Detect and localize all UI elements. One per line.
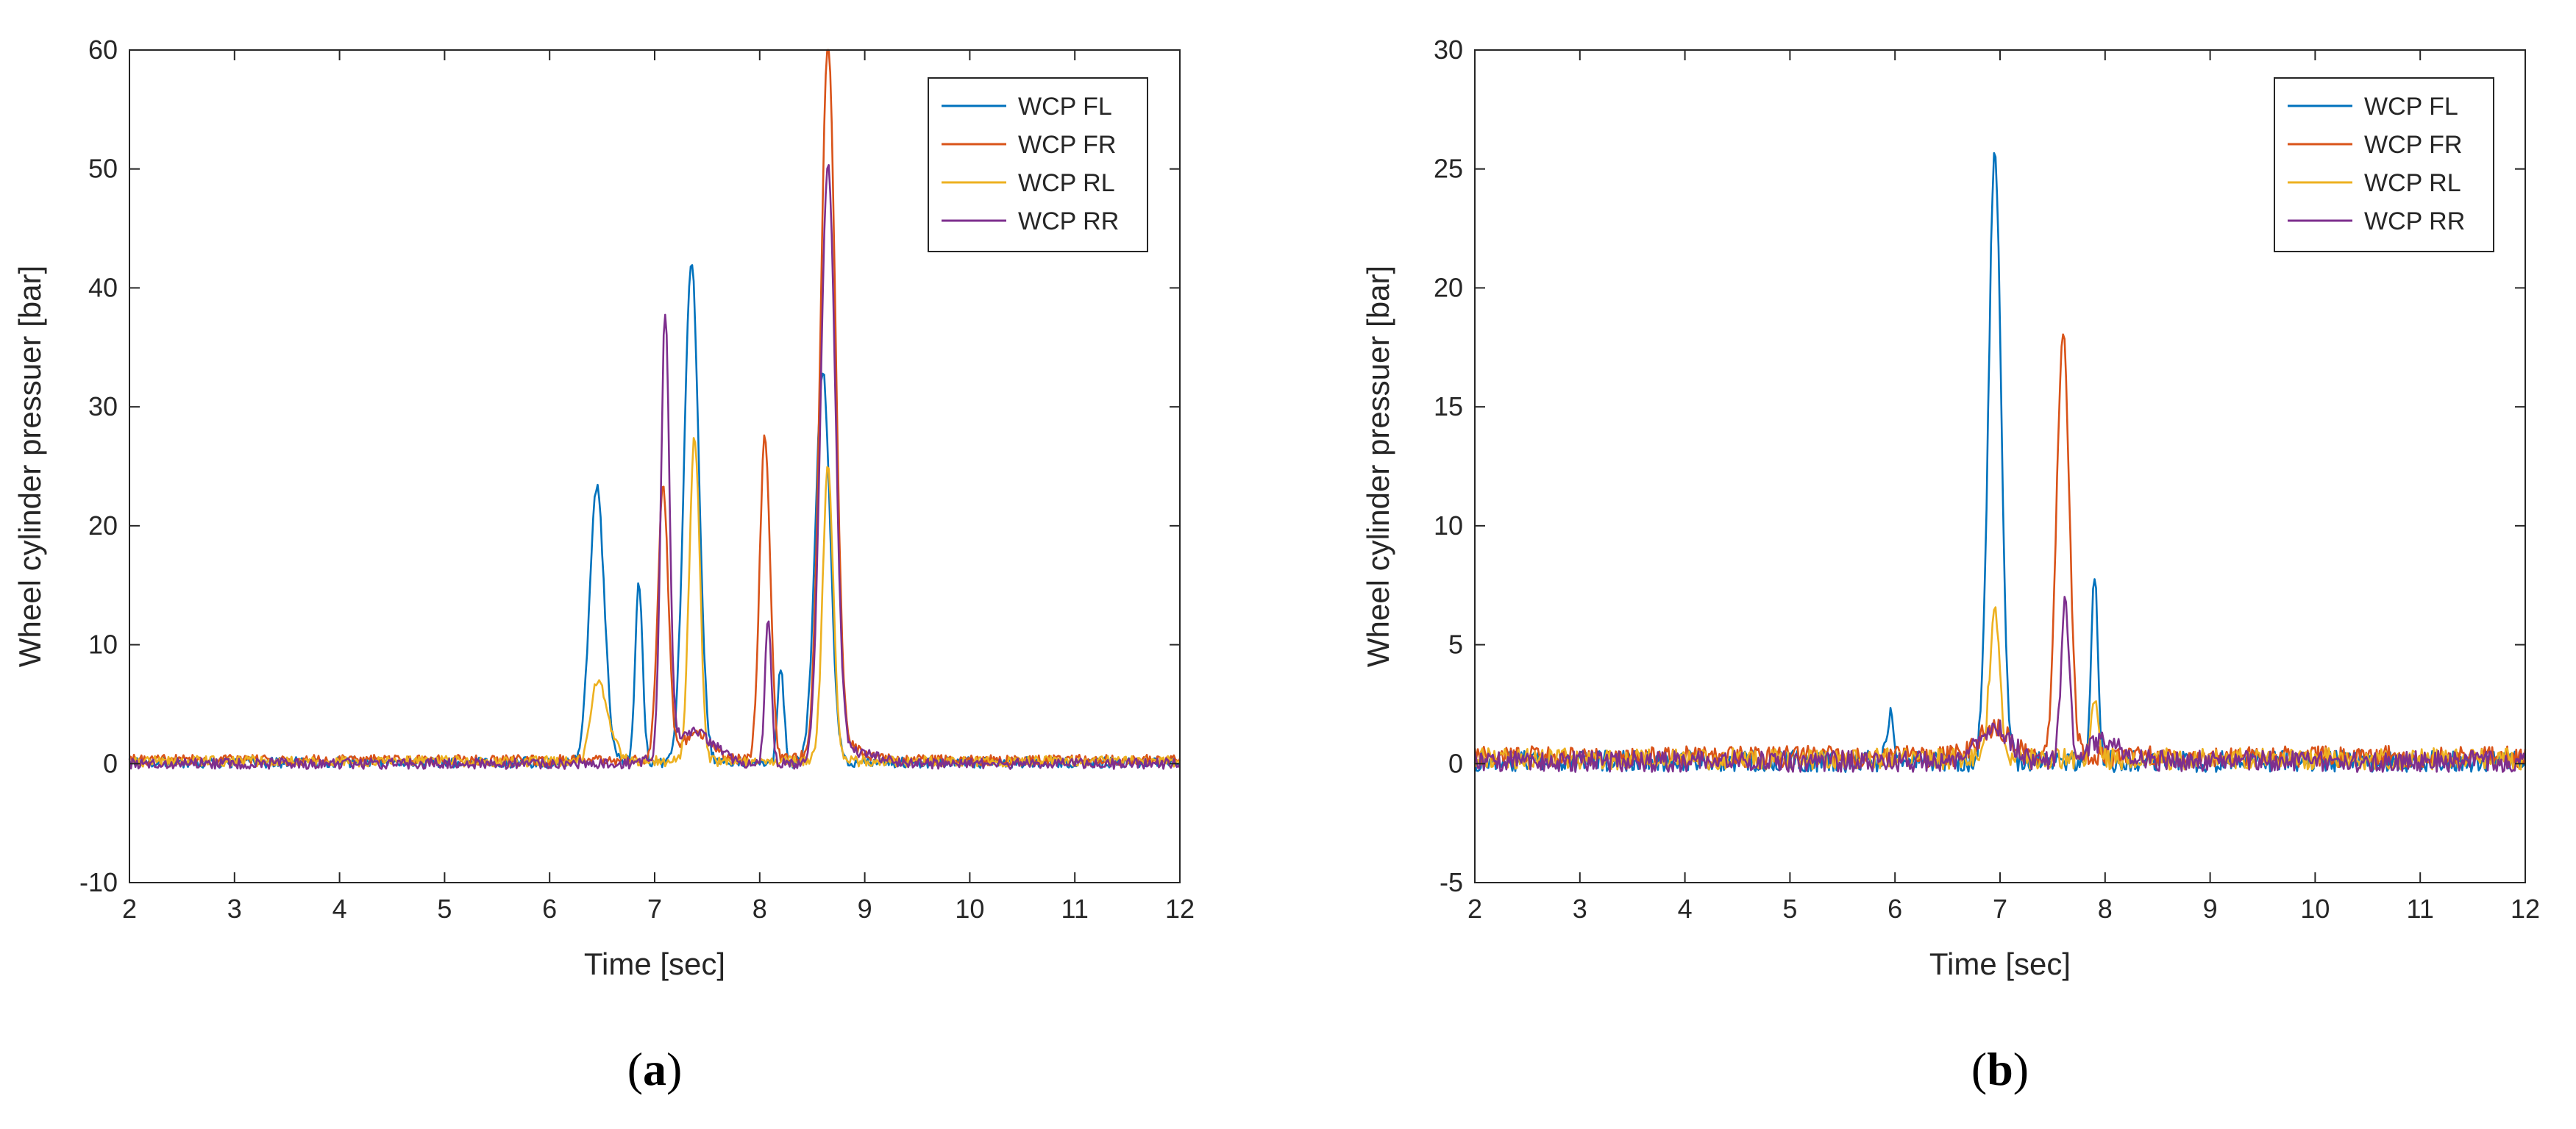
x-tick-label: 12 [1165,894,1195,924]
legend-label: WCP RR [2364,207,2465,235]
y-tick-label: 15 [1434,391,1463,421]
legend-label: WCP FL [2364,93,2458,121]
x-tick-label: 4 [332,894,347,924]
y-tick-label: 60 [88,35,118,65]
legend: WCP FL WCP FR WCP RL WCP RR [928,77,1148,252]
y-tick-label: 5 [1448,630,1463,660]
chart-panel-a: 2 3 4 5 6 7 8 9 10 11 12 -10 0 10 20 30 40 50 60 Time [sec]… [13,35,1195,1095]
x-tick-label: 5 [437,894,452,924]
legend: WCP FL WCP FR WCP RL WCP RR [2274,77,2494,252]
x-tick-label: 4 [1678,894,1693,924]
x-tick-label: 7 [1993,894,2007,924]
y-tick-label: 20 [88,510,118,541]
series-line-wcp-rr [1473,596,2527,773]
y-tick-label: 25 [1434,154,1463,184]
x-axis-label: Time [sec] [584,947,725,981]
y-tick-label: -5 [1440,867,1463,897]
y-axis-label: Wheel cylinder pressuer [bar] [13,266,47,667]
chart-panel-b: 2 3 4 5 6 7 8 9 10 11 12 -5 0 5 10 15 20 25 30 Time [sec] Wh… [1361,35,2540,1095]
legend-label: WCP RL [2364,169,2461,197]
x-tick-label: 8 [752,894,767,924]
legend-label: WCP FL [1018,93,1112,121]
legend-label: WCP FR [1018,131,1116,159]
x-tick-label: 11 [1061,894,1089,924]
y-tick-label: 10 [88,630,118,660]
x-tick-label: 9 [858,894,872,924]
x-tick-label: 2 [122,894,137,924]
series-line-wcp-rr [128,164,1181,770]
y-tick-label: 50 [88,154,118,184]
panel-caption: (a) [627,1043,683,1095]
y-tick-label: 0 [103,748,118,778]
x-axis-label: Time [sec] [1929,947,2071,981]
y-tick-label: 10 [1434,510,1463,541]
y-axis-label: Wheel cylinder pressuer [bar] [1361,266,1395,667]
x-tick-label: 9 [2203,894,2218,924]
panel-caption: (b) [1971,1043,2029,1095]
x-tick-label: 2 [1467,894,1482,924]
y-tick-label: 30 [88,391,118,421]
x-tick-label: 12 [2511,894,2540,924]
x-tick-label: 5 [1782,894,1797,924]
y-tick-label: 40 [88,272,118,302]
y-tick-label: 30 [1434,35,1463,65]
x-tick-label: 10 [2300,894,2330,924]
y-tick-label: -10 [79,867,118,897]
x-tick-label: 8 [2098,894,2113,924]
x-tick-label: 7 [647,894,662,924]
x-tick-label: 10 [955,894,984,924]
x-tick-label: 11 [2407,894,2434,924]
x-tick-label: 6 [1887,894,1902,924]
x-tick-label: 3 [1573,894,1587,924]
x-tick-label: 3 [227,894,242,924]
x-tick-label: 6 [542,894,557,924]
legend-label: WCP FR [2364,131,2462,159]
legend-label: WCP RR [1018,207,1119,235]
legend-label: WCP RL [1018,169,1115,197]
y-tick-label: 0 [1448,748,1463,778]
y-tick-label: 20 [1434,272,1463,302]
